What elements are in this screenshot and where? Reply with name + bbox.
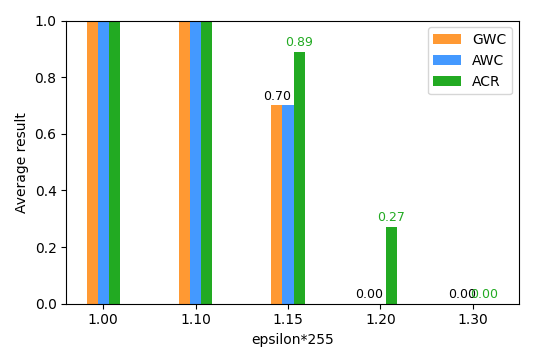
Y-axis label: Average result: Average result bbox=[15, 111, 29, 212]
Bar bbox=[190, 21, 201, 304]
Text: 0.00: 0.00 bbox=[470, 288, 498, 301]
Text: 0.00: 0.00 bbox=[355, 288, 383, 301]
Bar bbox=[179, 21, 190, 304]
Bar bbox=[282, 105, 294, 304]
X-axis label: epsilon*255: epsilon*255 bbox=[252, 333, 334, 347]
Bar bbox=[294, 52, 305, 304]
Bar bbox=[98, 21, 109, 304]
Bar bbox=[87, 21, 98, 304]
Legend: GWC, AWC, ACR: GWC, AWC, ACR bbox=[428, 28, 512, 94]
Bar bbox=[109, 21, 120, 304]
Text: 0.27: 0.27 bbox=[378, 211, 405, 224]
Bar bbox=[271, 105, 282, 304]
Text: 0.00: 0.00 bbox=[447, 288, 476, 301]
Text: 0.89: 0.89 bbox=[285, 36, 313, 49]
Bar bbox=[201, 21, 212, 304]
Bar bbox=[386, 227, 397, 304]
Text: 0.70: 0.70 bbox=[263, 90, 291, 103]
